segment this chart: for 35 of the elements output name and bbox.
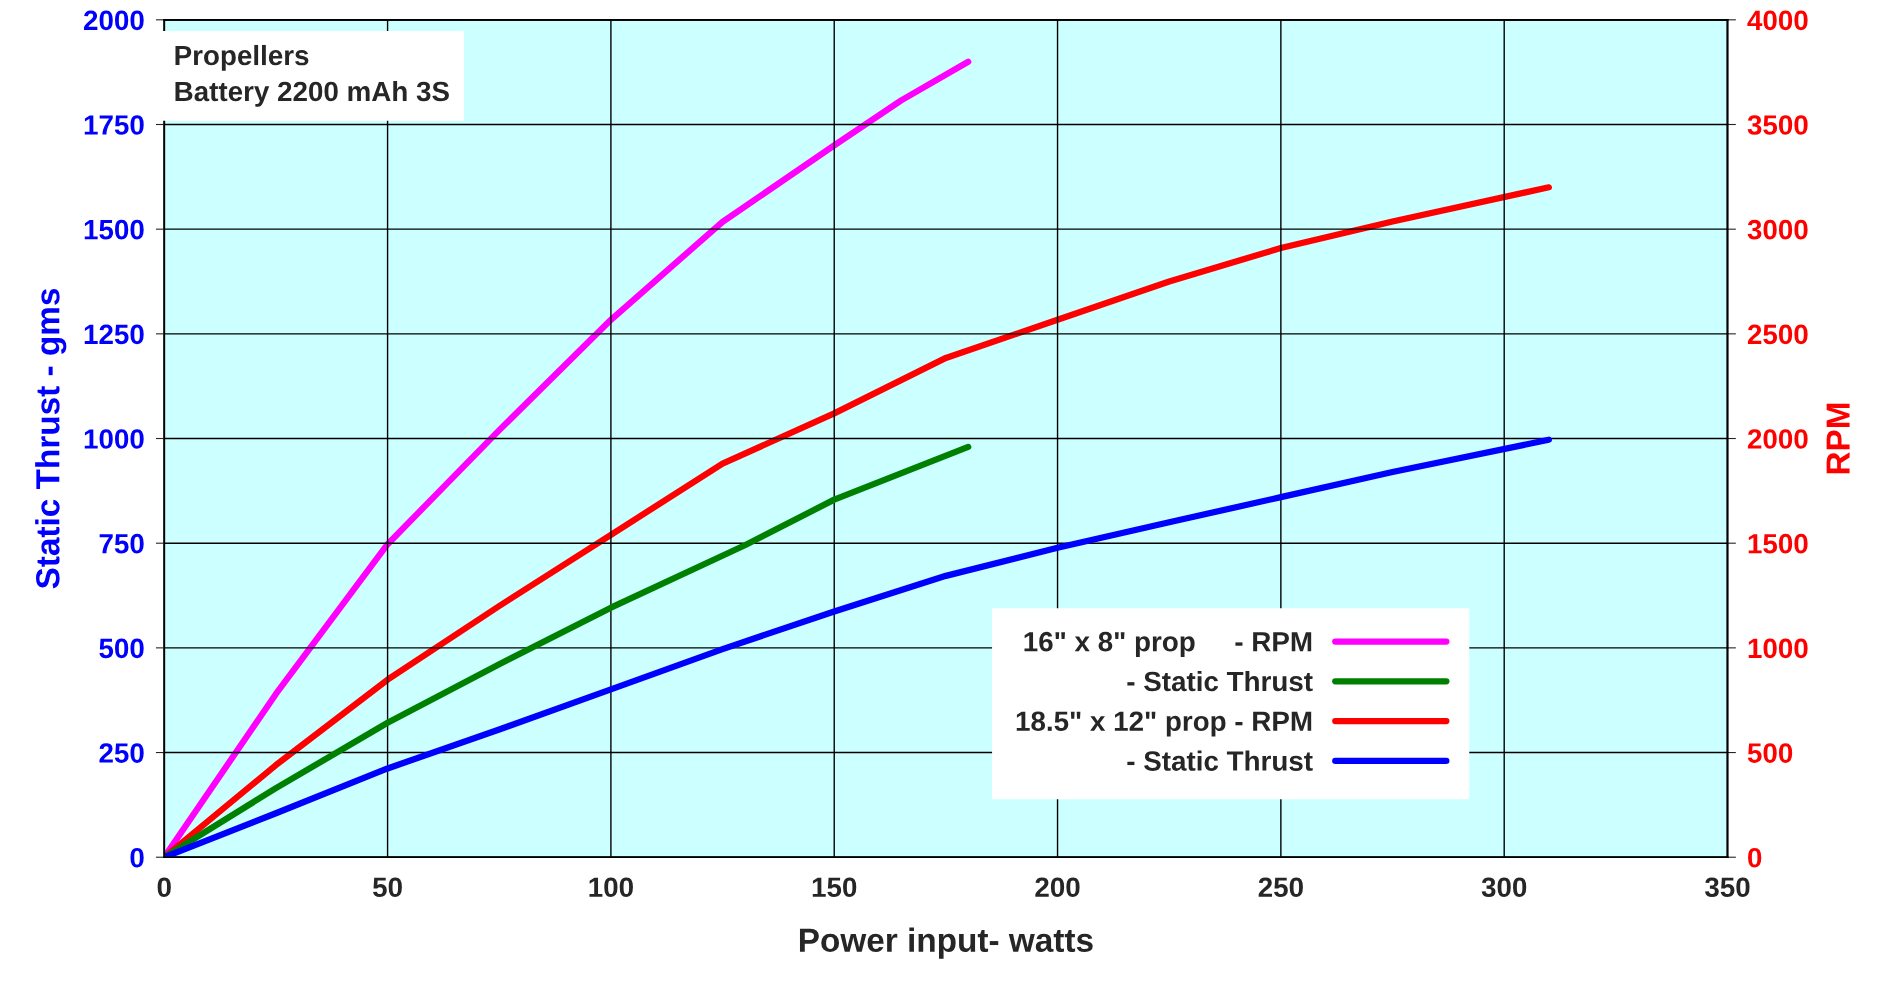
annotation: Battery 2200 mAh 3S [175,80,449,107]
x-tick-label: 200 [1035,877,1080,898]
y-tick-label: 1000 [84,429,144,449]
legend-label: 16" x 8" prop - RPM [1024,631,1312,658]
legend-label: 18.5" x 12" prop - RPM [1016,711,1312,737]
legend-label: - Static Thrust [1127,750,1313,771]
y-axis-title: Static Thrust - gms [35,288,67,589]
y2-tick-label: 2000 [1747,429,1808,449]
x-tick-label: 150 [812,877,857,898]
legend-label: - Static Thrust [1127,670,1313,692]
x-tick-label: 350 [1704,877,1750,898]
y2-tick-label: 3500 [1747,115,1808,135]
y-tick-label: 250 [99,743,144,763]
y2-tick-label: 4000 [1747,10,1808,31]
y2-tick-label: 1500 [1748,533,1808,554]
y2-tick-label: 0 [1748,847,1762,868]
x-tick-label: 100 [589,877,633,898]
y2-axis-title: RPM [1826,403,1850,474]
y2-tick-label: 1000 [1748,638,1808,659]
x-tick-label: 250 [1258,877,1303,898]
x-axis-title: Power input- watts [799,927,1093,959]
y-tick-label: 1250 [84,324,144,345]
x-tick-label: 50 [372,877,402,898]
x-tick-label: 300 [1481,877,1527,898]
y-tick-label: 750 [99,533,144,554]
y2-tick-label: 2500 [1747,324,1808,345]
annotation: Propellers [175,44,309,71]
y-tick-label: 2000 [83,10,144,31]
y2-tick-label: 3000 [1747,219,1808,240]
y-tick-label: 500 [99,638,144,659]
y-tick-label: 1750 [84,115,144,135]
y-tick-label: 0 [130,847,144,868]
y2-tick-label: 500 [1747,743,1793,763]
x-tick-label: 0 [157,877,171,898]
y-tick-label: 1500 [84,219,144,240]
